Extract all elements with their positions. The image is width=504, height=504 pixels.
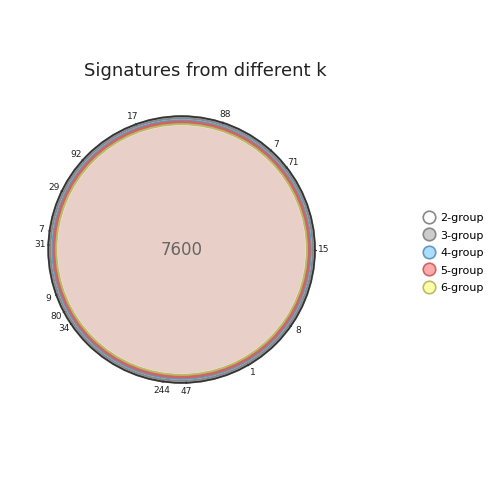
Text: 71: 71: [288, 158, 299, 167]
Text: 34: 34: [58, 325, 70, 334]
Text: 92: 92: [71, 150, 82, 159]
Circle shape: [48, 116, 315, 383]
Text: 17: 17: [128, 112, 139, 120]
Text: 88: 88: [220, 110, 231, 119]
Text: 80: 80: [50, 311, 62, 321]
Text: 31: 31: [34, 240, 45, 249]
Text: 29: 29: [48, 183, 59, 192]
Circle shape: [58, 126, 305, 373]
Text: 7600: 7600: [161, 240, 203, 259]
Text: 8: 8: [295, 327, 301, 336]
Text: 244: 244: [153, 386, 170, 395]
Circle shape: [54, 122, 309, 377]
Title: Signatures from different k: Signatures from different k: [84, 61, 326, 80]
Text: 7: 7: [38, 225, 44, 234]
Text: 15: 15: [318, 245, 329, 254]
Circle shape: [50, 118, 313, 381]
Circle shape: [52, 120, 311, 379]
Legend: 2-group, 3-group, 4-group, 5-group, 6-group: 2-group, 3-group, 4-group, 5-group, 6-gr…: [419, 208, 488, 297]
Text: 47: 47: [181, 387, 192, 396]
Text: 7: 7: [274, 140, 279, 149]
Circle shape: [56, 124, 307, 375]
Text: 1: 1: [249, 368, 256, 377]
Text: 9: 9: [45, 294, 51, 302]
